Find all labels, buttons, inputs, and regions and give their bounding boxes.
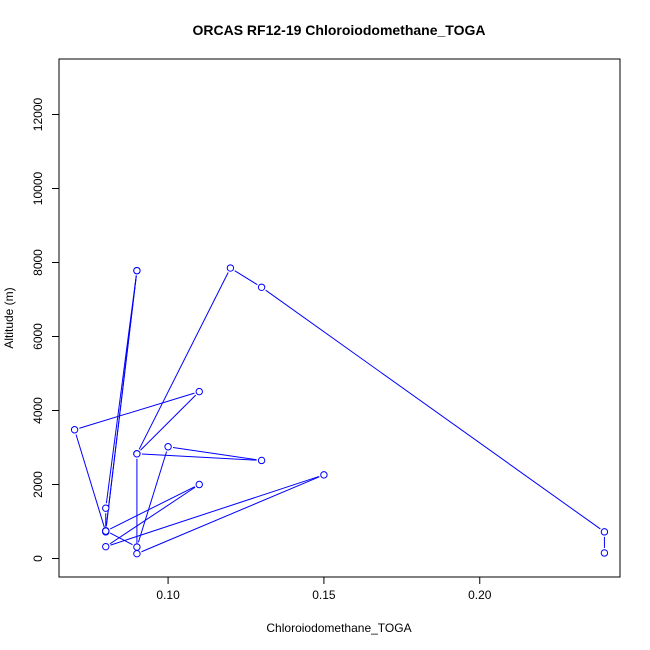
y-axis-label: Altitude (m) [2, 287, 16, 348]
x-tick-label: 0.10 [156, 588, 180, 602]
series-segment [109, 532, 133, 546]
y-tick-label: 12000 [31, 97, 45, 131]
x-axis-label: Chloroiodomethane_TOGA [266, 621, 411, 635]
chart-title: ORCAS RF12-19 Chloroiodomethane_TOGA [192, 22, 485, 38]
series-segment [265, 289, 601, 530]
y-tick-label: 4000 [31, 397, 45, 424]
x-tick-label: 0.20 [468, 588, 492, 602]
y-axis: 0 2000 4000 6000 8000 10000 12000 [31, 97, 60, 562]
data-point [600, 549, 609, 557]
data-point [102, 504, 110, 512]
data-point [164, 443, 172, 451]
series-segment [105, 275, 137, 527]
y-tick-label: 8000 [31, 249, 45, 276]
data-point [133, 543, 141, 551]
series-segment [109, 486, 196, 545]
series-segment [110, 486, 195, 530]
data-point [133, 450, 141, 458]
series-altitude-profile [70, 264, 609, 558]
series-segment [141, 453, 257, 461]
data-point [102, 527, 110, 535]
x-tick-label: 0.15 [312, 588, 336, 602]
series-segment [75, 434, 105, 528]
x-axis: 0.10 0.15 0.20 [156, 576, 492, 602]
plot-frame [58, 58, 621, 578]
series-segment [172, 446, 257, 461]
data-point [320, 471, 328, 479]
series-segment [110, 475, 320, 546]
series-segment [234, 270, 258, 286]
data-point [195, 480, 203, 489]
y-tick-label: 2000 [31, 471, 45, 498]
y-tick-label: 10000 [31, 171, 45, 205]
data-point [257, 456, 266, 465]
data-point [102, 542, 110, 551]
series-segment [140, 394, 197, 451]
series-segment [138, 272, 229, 450]
series-segment [137, 451, 168, 543]
y-tick-label: 0 [31, 555, 45, 562]
data-point [257, 283, 266, 291]
data-point [226, 264, 235, 272]
data-point [195, 387, 203, 396]
data-point [133, 549, 141, 558]
series-segment [79, 392, 195, 429]
data-point [70, 426, 79, 434]
data-point [600, 528, 609, 536]
series-segment [141, 476, 320, 553]
y-tick-label: 6000 [31, 323, 45, 350]
data-point [133, 266, 141, 275]
